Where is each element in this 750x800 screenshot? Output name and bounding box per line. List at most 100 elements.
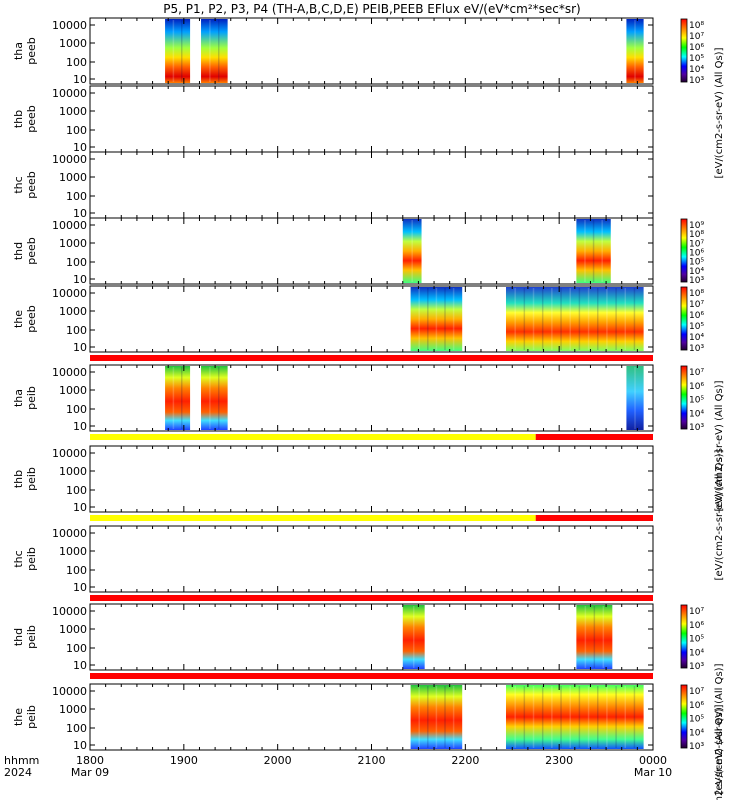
colorbar-tick-label: 10⁶ <box>689 249 704 259</box>
spectrogram-block <box>201 366 228 430</box>
colorbar-units-label: [eV/(cm2-s-sr-eV) (All Qs)] <box>714 704 725 800</box>
colorbar-tick-label: 10⁴ <box>689 267 704 277</box>
panel-thd-peib: 10000 1000 100 10 thd peib 10⁷ 10⁶ 10⁵ 10⁴ 10³ <box>12 603 704 679</box>
colorbar-tick-label: 10³ <box>689 423 704 433</box>
time-tick-label: 0000 <box>639 754 667 767</box>
time-tick-label: 2100 <box>358 754 386 767</box>
panel-product-label: peeb <box>25 105 38 133</box>
panel-thc-peeb: 10000 1000 100 10 thc peeb <box>12 151 654 220</box>
spectrogram-block <box>165 366 191 430</box>
colorbar-scale <box>680 18 688 83</box>
colorbar-tick-label: 10³ <box>689 742 704 752</box>
spectrogram-block <box>626 366 644 430</box>
y-tick-label: 1000 <box>59 37 87 50</box>
colorbar-tick-label: 10⁷ <box>689 32 704 42</box>
panel-frame <box>89 217 654 285</box>
y-tick-label: 1000 <box>59 384 87 397</box>
panel-probe-label: the <box>12 708 25 726</box>
y-tick-label: 10000 <box>52 287 87 300</box>
spectrogram-block <box>165 19 191 83</box>
colorbar-tick-label: 10⁸ <box>689 289 704 299</box>
y-tick-label: 10 <box>73 273 87 286</box>
y-tick-label: 1000 <box>59 237 87 250</box>
y-tick-label: 100 <box>66 324 87 337</box>
panel-probe-label: the <box>12 310 25 328</box>
colorbar-tick-label: 10⁶ <box>689 43 704 53</box>
status-bar-segment <box>90 515 536 521</box>
colorbar: 10⁷ 10⁶ 10⁵ 10⁴ 10³ <box>680 604 704 672</box>
time-tick-date-label: Mar 10 <box>634 766 672 779</box>
y-tick-label: 1000 <box>59 105 87 118</box>
colorbar-tick-label: 10³ <box>689 276 704 286</box>
panel-product-label: peib <box>25 467 38 491</box>
chart-title: P5, P1, P2, P3, P4 (TH-A,B,C,D,E) PEIB,P… <box>163 2 580 16</box>
colorbar-tick-label: 10⁷ <box>689 368 704 378</box>
colorbar-tick-label: 10⁵ <box>689 54 704 64</box>
status-bar-segment <box>535 434 653 440</box>
y-tick-label: 10000 <box>52 527 87 540</box>
y-tick-label: 10 <box>73 141 87 154</box>
time-tick-date-label: Mar 09 <box>71 766 109 779</box>
panel-probe-label: tha <box>12 389 25 407</box>
status-bar-segment <box>90 595 653 601</box>
colorbar: 10⁷ 10⁶ 10⁵ 10⁴ 10³ <box>680 684 704 752</box>
panel-thb-peib: 10000 1000 100 10 thb peib <box>12 445 654 521</box>
y-tick-label: 10 <box>73 207 87 220</box>
time-axis-label-hhmm: hhmm <box>4 754 39 767</box>
status-bar-segment <box>90 355 653 361</box>
colorbar-tick-label: 10⁵ <box>689 635 704 645</box>
colorbar-tick-label: 10⁶ <box>689 701 704 711</box>
colorbar-tick-label: 10⁶ <box>689 621 704 631</box>
panel-thd-peeb: 10000 1000 100 10 thd peeb 10⁹10⁸10⁷10⁶10⁵10⁴1… <box>12 217 704 286</box>
time-tick-label: 2300 <box>545 754 573 767</box>
colorbar-scale <box>680 604 688 669</box>
y-tick-label: 10000 <box>52 19 87 32</box>
y-tick-label: 10000 <box>52 605 87 618</box>
colorbar-tick-label: 10⁸ <box>689 230 704 240</box>
colorbar-tick-label: 10⁷ <box>689 607 704 617</box>
colorbar: 10⁷ 10⁶ 10⁵ 10⁴ 10³ <box>680 365 704 433</box>
colorbar-tick-label: 10⁵ <box>689 396 704 406</box>
y-tick-label: 10000 <box>52 153 87 166</box>
spectrogram-block <box>576 605 613 669</box>
y-tick-label: 10 <box>73 73 87 86</box>
spectrogram-block <box>410 287 463 351</box>
colorbar-scale <box>680 286 688 351</box>
panel-probe-label: tha <box>12 42 25 60</box>
colorbar-tick-label: 10⁴ <box>689 409 704 419</box>
panel-thb-peeb: 10000 1000 100 10 thb peeb <box>12 85 654 154</box>
status-bar-segment <box>90 673 653 679</box>
y-tick-label: 10 <box>73 739 87 752</box>
colorbar-scale <box>680 218 688 283</box>
colorbar-tick-label: 10⁵ <box>689 715 704 725</box>
panel-product-label: peib <box>25 386 38 410</box>
time-tick-label: 1900 <box>170 754 198 767</box>
status-bar-segment <box>535 515 653 521</box>
spectrogram-block <box>410 685 463 749</box>
colorbar-tick-label: 10³ <box>689 76 704 86</box>
panel-product-label: peib <box>25 705 38 729</box>
y-tick-label: 10000 <box>52 447 87 460</box>
panel-thc-peib: 10000 1000 100 10 thc peib <box>12 525 654 601</box>
colorbar-tick-label: 10⁴ <box>689 728 704 738</box>
spectrogram-block <box>201 19 228 83</box>
y-tick-label: 10000 <box>52 685 87 698</box>
panel-product-label: peeb <box>25 171 38 199</box>
y-tick-label: 10000 <box>52 87 87 100</box>
y-tick-label: 10 <box>73 659 87 672</box>
panel-frame <box>89 151 654 219</box>
panel-probe-label: thd <box>12 628 25 646</box>
time-tick-label: 2200 <box>451 754 479 767</box>
colorbar-tick-label: 10³ <box>689 662 704 672</box>
colorbar-tick-label: 10⁴ <box>689 333 704 343</box>
y-tick-label: 10000 <box>52 219 87 232</box>
panel-tha-peib: 10000 1000 100 10 tha peib 10⁷ 10⁶ 10⁵ 10⁴ 10³ <box>12 364 704 440</box>
y-tick-label: 10 <box>73 341 87 354</box>
spectrogram-block <box>576 219 611 283</box>
panel-product-label: peib <box>25 625 38 649</box>
